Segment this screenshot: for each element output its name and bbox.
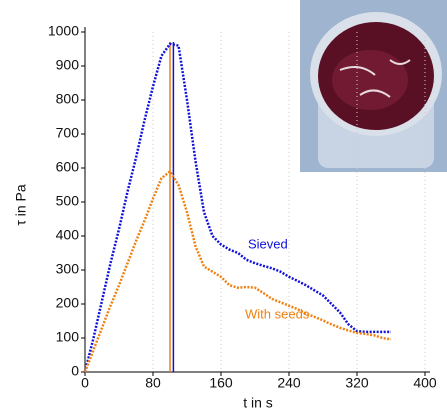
x-tick-label: 240 xyxy=(277,375,301,391)
x-axis-label: t in s xyxy=(243,395,273,411)
y-tick-label: 100 xyxy=(56,329,80,345)
x-tick-label: 400 xyxy=(413,375,437,391)
y-tick-label: 1000 xyxy=(48,23,79,39)
x-tick-label: 160 xyxy=(209,375,233,391)
y-tick-label: 200 xyxy=(56,295,80,311)
y-tick-label: 300 xyxy=(56,261,80,277)
y-axis-label: τ in Pa xyxy=(13,184,29,226)
x-tick-label: 0 xyxy=(81,375,89,391)
y-tick-label: 700 xyxy=(56,125,80,141)
series-line xyxy=(83,169,392,373)
y-tick-label: 900 xyxy=(56,57,80,73)
y-tick-label: 600 xyxy=(56,159,80,175)
photo-inset xyxy=(300,0,447,172)
y-tick-label: 500 xyxy=(56,193,80,209)
y-tick-label: 400 xyxy=(56,227,80,243)
series-line xyxy=(83,42,391,373)
x-tick-label: 320 xyxy=(345,375,369,391)
series-label: Sieved xyxy=(248,236,288,251)
y-tick-label: 0 xyxy=(71,363,79,379)
series-label: With seeds xyxy=(245,306,310,321)
y-tick-label: 800 xyxy=(56,91,80,107)
x-tick-label: 80 xyxy=(145,375,161,391)
